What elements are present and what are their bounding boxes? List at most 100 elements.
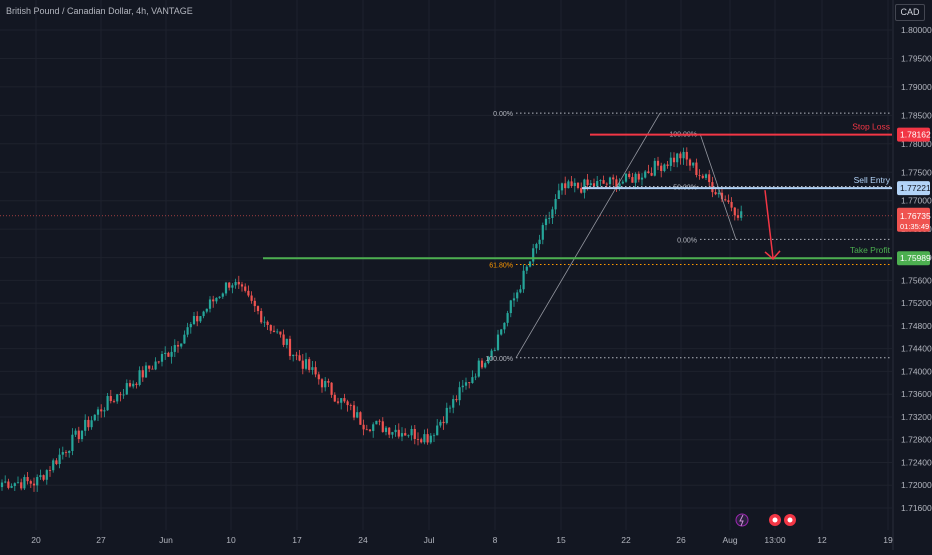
candle-body [100,409,103,412]
candle-body [279,331,282,335]
event-flag-dot [787,517,793,523]
fib-label: 100.00% [485,356,513,363]
candle-body [644,171,647,178]
candle-body [698,174,701,176]
candle-body [416,438,420,440]
candle-body [263,321,266,323]
x-tick-label: 19 [883,535,893,545]
candle-body [192,316,196,325]
candle-body [272,330,276,332]
candle-body [544,218,548,226]
candle-body [215,297,218,302]
candle-body [509,300,512,314]
level-label: Sell Entry [854,175,891,185]
candle-body [23,477,26,489]
candle-body [720,192,724,200]
candle-body [391,432,394,435]
candle-body [154,361,157,370]
candle-body [634,173,637,183]
candle-body [106,396,109,411]
x-tick-label: 13:00 [764,535,786,545]
candle-body [349,405,352,406]
candle-body [292,354,295,357]
candle-body [477,360,480,377]
candle-body [340,398,343,403]
candle-body [484,363,487,368]
candle-body [554,199,557,210]
x-tick-label: 8 [493,535,498,545]
y-tick-label: 1.72000 [901,480,932,490]
event-flag-dot [772,517,778,523]
candle-body [183,334,186,344]
candle-body [244,286,247,291]
candle-body [301,360,304,369]
candle-body [717,192,720,195]
candle-body [180,343,183,347]
candle-body [503,322,506,330]
candle-body [666,164,669,166]
candle-body [692,162,695,166]
candle-body [714,192,717,195]
candle-body [64,452,68,453]
price-tag [897,181,930,196]
x-tick-label: Aug [722,535,737,545]
candle-body [612,177,615,180]
candle-body [672,157,676,163]
candle-body [448,407,452,409]
fib-label: 0.00% [493,111,513,118]
candle-body [112,401,116,402]
candle-body [541,225,544,240]
candle-body [234,281,237,286]
candle-body [576,182,580,188]
y-tick-label: 1.77000 [901,196,932,206]
candle-body [308,359,311,370]
candle-body [119,394,122,396]
lightning-glyph [739,514,744,527]
candle-body [16,482,20,484]
candle-body [400,433,404,437]
candle-body [682,151,685,159]
candle-body [29,481,32,484]
currency-button[interactable]: CAD [895,4,925,21]
candle-body [669,157,672,166]
candle-body [583,179,586,193]
candle-body [269,325,272,331]
x-tick-label: 12 [817,535,827,545]
y-tick-label: 1.73600 [901,389,932,399]
candle-body [596,181,599,187]
candle-body [628,173,631,178]
candle-body [109,396,112,402]
y-tick-label: 1.79500 [901,53,932,63]
candle-body [442,421,445,424]
candle-body [602,180,605,184]
candle-body [516,292,519,299]
candle-body [740,211,743,218]
candle-body [240,284,244,287]
candle-body [103,410,106,412]
candle-body [253,300,256,307]
y-tick-label: 1.75200 [901,298,932,308]
candle-body [663,164,666,172]
candle-body [464,382,468,386]
candle-body [320,379,324,388]
lightning-icon[interactable] [735,513,749,527]
candle-body [32,483,36,486]
symbol-title[interactable]: British Pound / Canadian Dollar, 4h, VAN… [6,6,193,16]
candle-body [93,414,96,421]
candle-body [317,374,320,380]
candle-body [173,345,176,352]
candle-body [128,383,132,387]
candle-body [288,338,292,357]
candle-body [420,439,423,443]
candle-body [276,331,279,333]
y-tick-label: 1.77500 [901,167,932,177]
candle-body [237,281,240,285]
candle-body [55,460,58,465]
candle-body [135,383,138,385]
candle-body [512,298,516,301]
candle-body [122,394,125,396]
candle-body [311,367,314,370]
candle-body [343,398,346,402]
